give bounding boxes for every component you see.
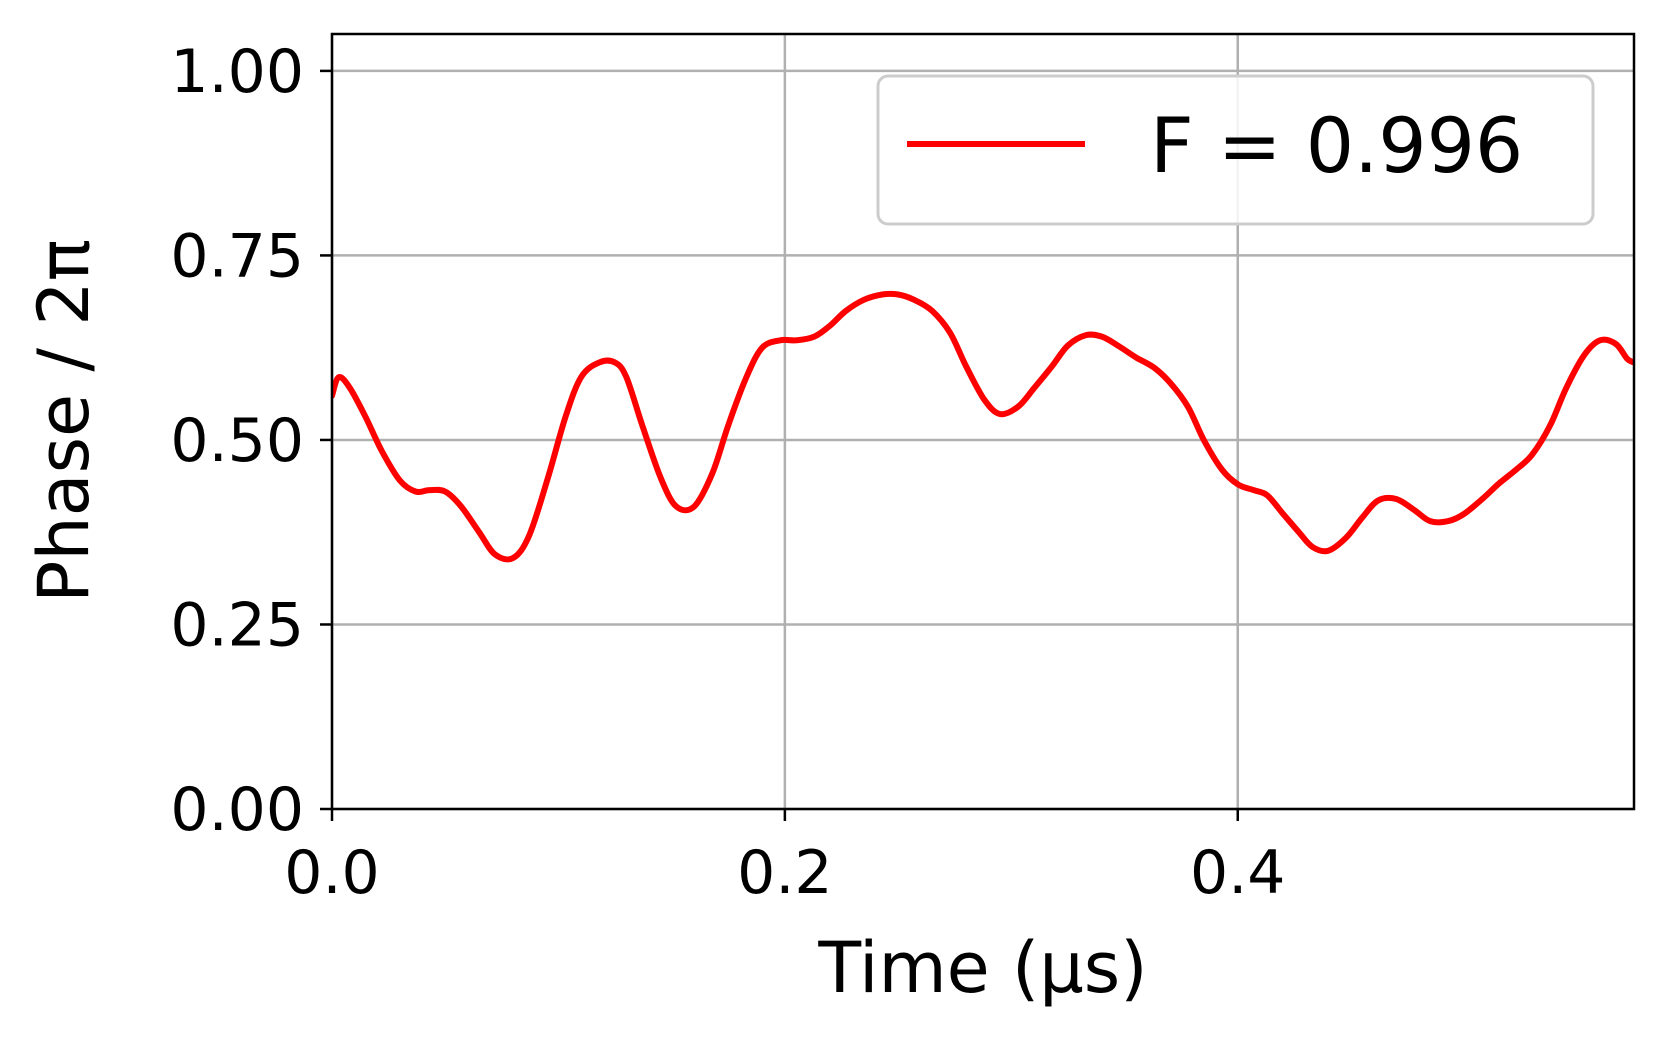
- y-tick-label: 0.25: [170, 590, 304, 660]
- y-tick-label: 0.00: [170, 775, 304, 845]
- legend-box: [876, 74, 1595, 226]
- x-tick-label: 0.2: [737, 838, 832, 908]
- series-line-1: [332, 290, 1634, 563]
- y-axis-label: Phase / 2π: [23, 239, 105, 603]
- plot-frame: [330, 32, 1636, 811]
- x-axis-label: Time (μs): [817, 927, 1147, 1009]
- x-tick-label: 0.4: [1190, 838, 1285, 908]
- axis-ticks: 0.0 0.2 0.4 0.00 0.25 0.50 0.75 1.00: [170, 37, 1285, 908]
- y-tick-label: 0.50: [170, 406, 304, 476]
- legend: F = 0.996: [876, 74, 1595, 226]
- y-tick-label: 0.75: [170, 221, 304, 291]
- y-tick-label: 1.00: [170, 37, 304, 107]
- series-layer: [332, 290, 1634, 563]
- legend-label-series-1: F = 0.996: [1150, 101, 1523, 190]
- x-tick-label: 0.0: [284, 838, 379, 908]
